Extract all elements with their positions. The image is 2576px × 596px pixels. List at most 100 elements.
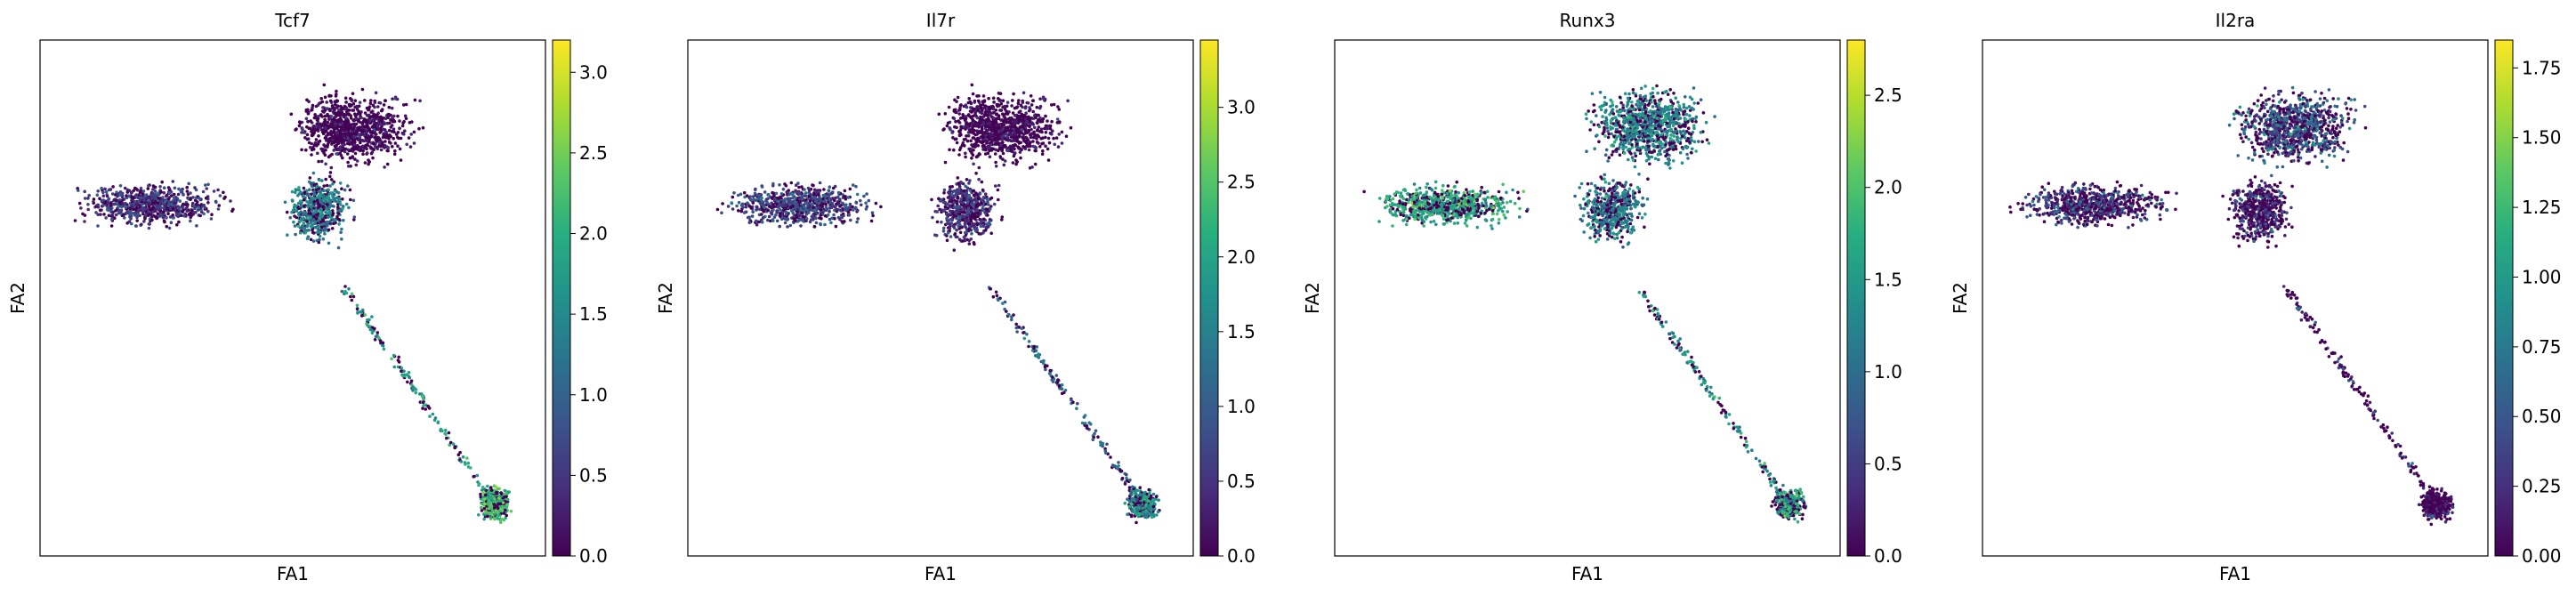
scatter-point [947,213,950,217]
scatter-point [489,512,492,516]
scatter-point [954,211,958,215]
scatter-point [1000,215,1005,219]
scatter-point [355,104,359,109]
scatter-point [355,129,359,133]
scatter-point [854,184,858,189]
scatter-point [828,185,832,189]
scatter-point [366,135,370,139]
scatter-point [381,341,385,345]
scatter-point [311,171,316,175]
scatter-point [492,512,497,516]
scatter-point [832,213,836,217]
scatter-point [956,95,960,100]
scatter-point [329,165,334,170]
scatter-point [103,187,107,191]
scatter-point [334,111,337,115]
scatter-point [156,191,160,195]
scatter-point [504,508,507,512]
scatter-point [367,158,370,162]
scatter-point [971,136,975,140]
scatter-point [140,222,143,227]
scatter-point [142,198,146,202]
scatter-point [343,285,347,288]
scatter-point [222,190,225,195]
scatter-point [369,99,373,102]
scatter-point [230,209,234,213]
scatter-point [782,207,786,212]
scatter-point [1026,101,1030,105]
scatter-point [368,101,373,105]
scatter-point [1030,165,1034,169]
scatter-point [373,101,377,104]
scatter-point [819,208,823,212]
scatter-point [321,218,325,222]
scatter-point [384,99,388,102]
scatter-point [214,199,218,204]
scatter-point [83,197,87,200]
scatter-point [393,149,397,153]
scatter-point [426,405,431,408]
scatter-point [945,221,949,226]
scatter-point [353,151,358,156]
scatter-point [466,461,471,465]
scatter-point [321,149,326,153]
scatter-point [968,189,973,192]
scatter-point [794,200,797,205]
scatter-point [310,109,313,112]
scatter-point [992,126,997,130]
scatter-point [217,204,221,207]
scatter-point [986,197,990,201]
scatter-point [330,136,335,140]
scatter-point [327,196,331,200]
scatter-point [489,486,493,489]
scatter-point [96,224,100,228]
scatter-point [773,197,777,202]
scatter-point [1003,159,1007,163]
scatter-point [980,197,983,202]
scatter-point [313,128,318,133]
scatter-point [444,428,448,432]
scatter-point [742,190,747,195]
scatter-point [732,191,736,195]
scatter-point [1052,102,1056,107]
scatter-point [339,153,343,157]
scatter-point [359,314,364,318]
scatter-point [325,183,329,188]
scatter-point [986,135,990,139]
scatter-point [965,134,968,138]
scatter-point [804,216,809,221]
scatter-point [772,215,777,219]
scatter-point [352,118,356,123]
scatter-point [469,466,472,470]
scatter-point [735,204,739,208]
scatter-point [332,221,335,226]
scatter-point [833,216,836,221]
scatter-point [112,202,116,206]
scatter-point [418,99,422,103]
scatter-point [1001,112,1005,116]
scatter-point [994,118,997,123]
scatter-point [789,181,794,185]
scatter-point [292,220,295,224]
scatter-point [308,126,312,131]
scatter-point [387,128,392,133]
colorbar-tick-label: 1.5 [579,303,608,325]
scatter-point [86,203,90,206]
scatter-point [203,205,207,210]
scatter-point [757,193,761,197]
scatter-point [173,186,177,190]
scatter-point [363,161,367,165]
scatter-point [786,197,790,200]
scatter-point [507,490,511,494]
scatter-point [204,183,207,187]
scatter-point [766,208,771,213]
scatter-point [110,192,115,196]
scatter-point [787,200,790,205]
scatter-point [407,370,411,375]
scatter-point [297,189,302,192]
scatter-point [319,159,324,164]
scatter-point [1007,117,1011,121]
scatter-point [325,101,329,104]
scatter-point [967,227,971,231]
scatter-point [1028,125,1031,128]
